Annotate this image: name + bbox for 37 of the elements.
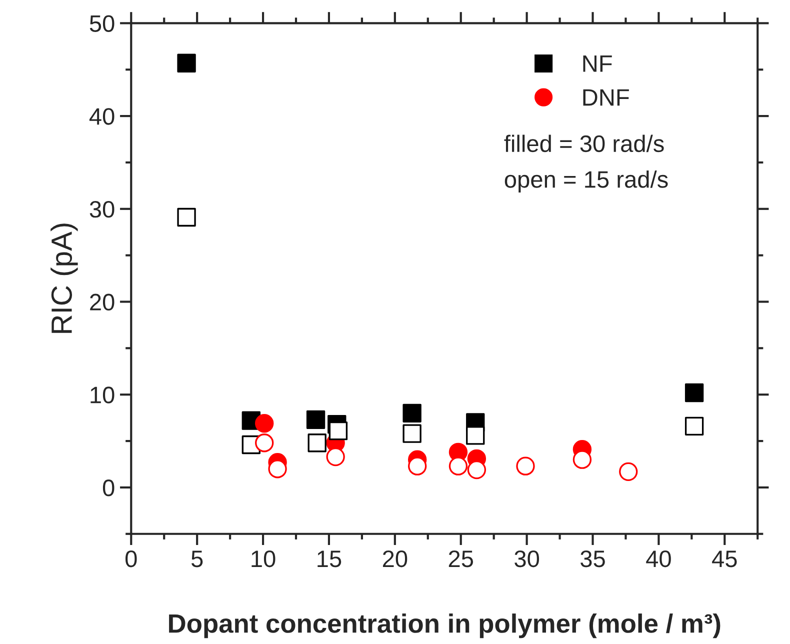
- point: [177, 54, 196, 72]
- legend-label: NF: [583, 56, 612, 72]
- point: [408, 456, 427, 476]
- y-tick-label: 10: [90, 386, 114, 404]
- point: [572, 450, 592, 469]
- point: [516, 456, 535, 476]
- annotation: filled = 30 rad/s: [504, 134, 664, 152]
- point: [268, 460, 287, 478]
- point: [467, 460, 486, 480]
- point: [402, 404, 422, 423]
- y-tick-label: 0: [102, 480, 114, 496]
- x-axis-title: Dopant concentration in polymer (mole / m³): [169, 614, 720, 638]
- y-tick-label: 30: [90, 200, 114, 218]
- point: [684, 383, 704, 402]
- x-tick-label: 25: [448, 550, 474, 568]
- x-tick-label: 0: [125, 550, 137, 568]
- point: [306, 410, 326, 430]
- x-tick-label: 20: [382, 550, 408, 568]
- x-tick-label: 45: [712, 550, 737, 568]
- y-tick-label: 50: [90, 15, 114, 32]
- point: [255, 414, 274, 433]
- y-axis-title: RIC (pA): [50, 224, 78, 333]
- annotation: open = 15 rad/s: [504, 170, 668, 193]
- x-tick-label: 15: [318, 550, 342, 568]
- point: [448, 456, 468, 476]
- point: [326, 447, 345, 466]
- point: [328, 421, 348, 440]
- y-tick-label: 20: [90, 294, 114, 311]
- y-tick-label: 40: [89, 108, 114, 125]
- x-tick-label: 40: [646, 550, 671, 568]
- x-tick-label: 10: [252, 550, 276, 568]
- legend-label: DNF: [583, 89, 629, 106]
- x-tick-label: 30: [514, 550, 540, 568]
- x-tick-label: 5: [191, 550, 203, 568]
- x-tick-label: 35: [580, 550, 605, 568]
- point: [619, 462, 638, 482]
- point: [255, 434, 274, 452]
